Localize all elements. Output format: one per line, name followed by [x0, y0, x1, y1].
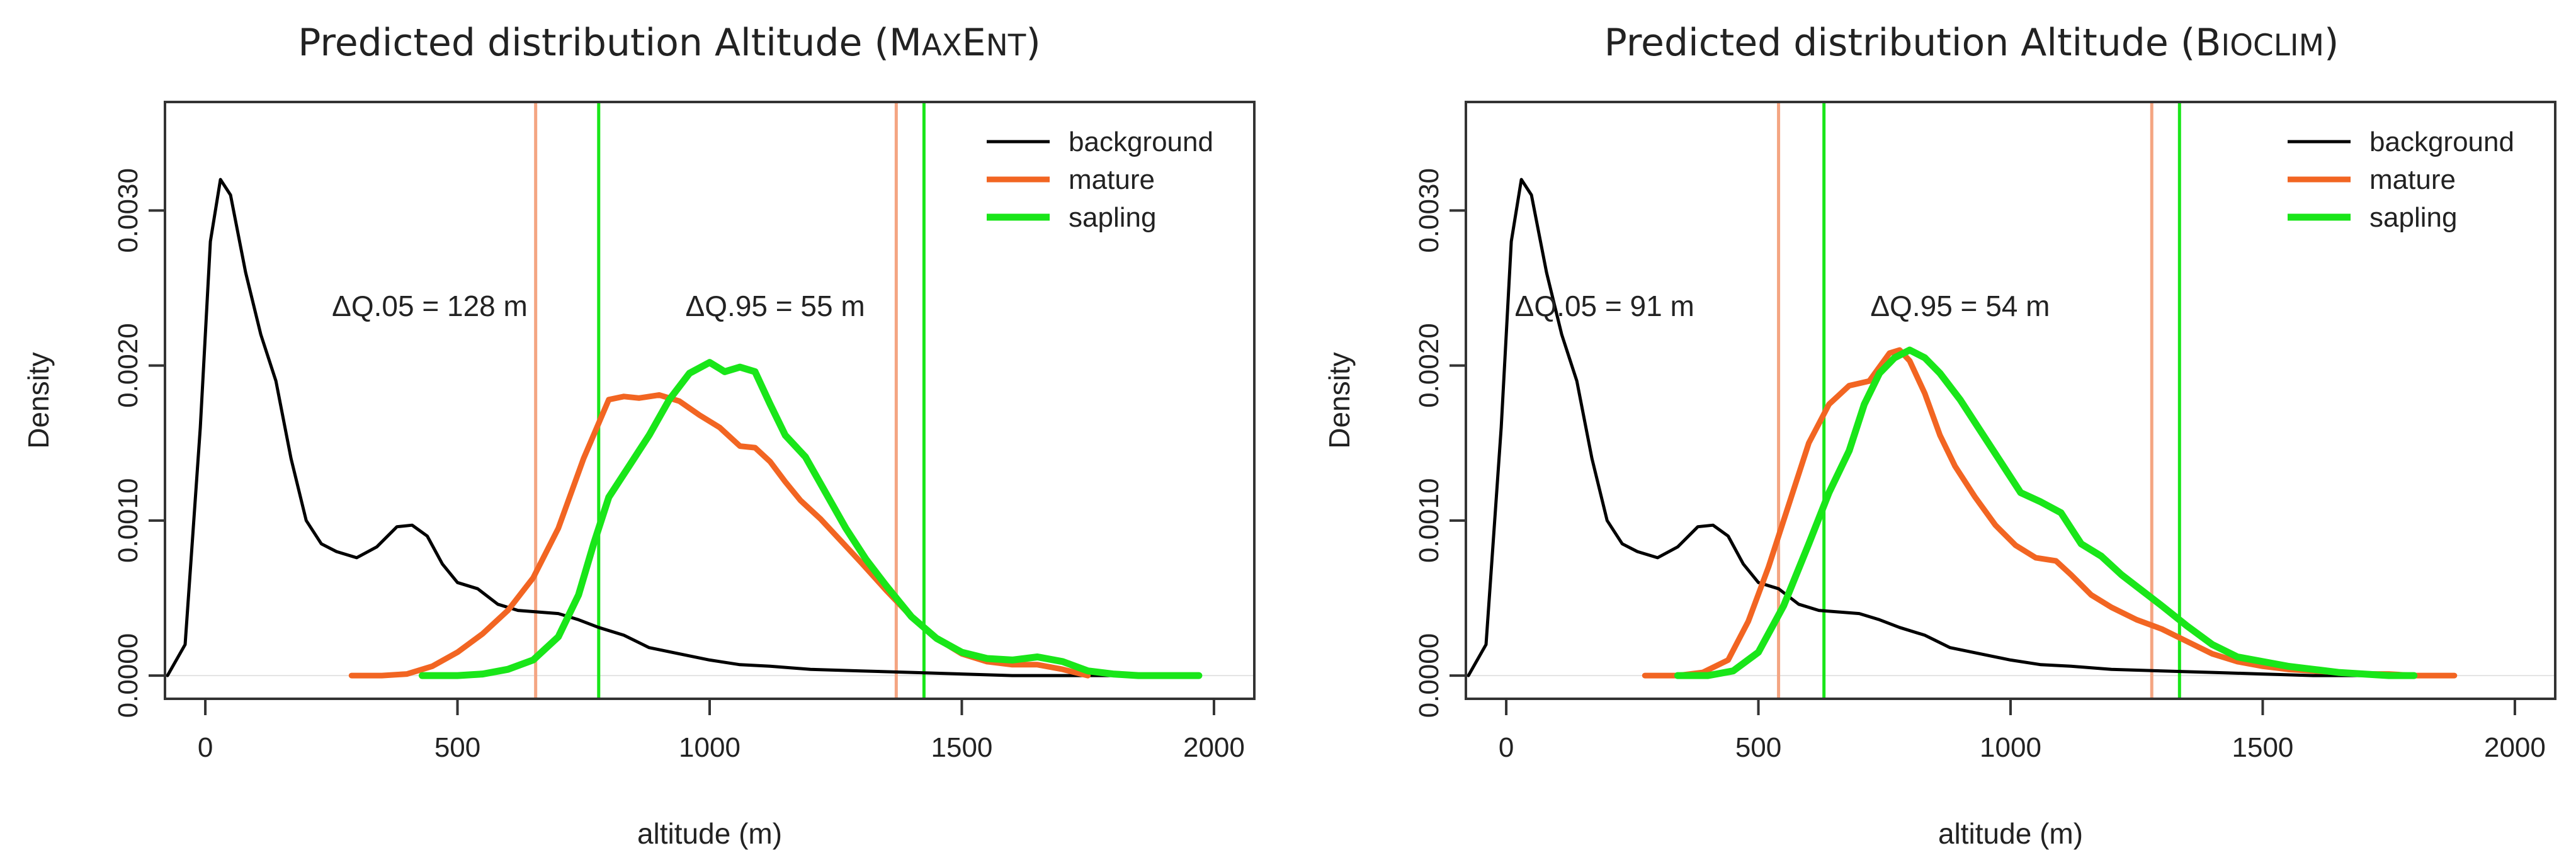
- x-axis-label: altitude (m): [637, 817, 782, 850]
- title-part-title-main: Predicted distribution Altitude (: [298, 21, 889, 65]
- x-tick-label: 1000: [1980, 732, 2041, 763]
- delta-quantile-annotation: ΔQ.95 = 55 m: [686, 290, 865, 322]
- y-tick-label: 0.0030: [113, 168, 144, 253]
- y-tick-label: 0.0000: [1414, 633, 1444, 718]
- legend-label-sapling: sapling: [1069, 202, 1156, 233]
- x-tick-label: 2000: [2484, 732, 2546, 763]
- chart-title: Predicted distribution Altitude (BIOCLIM…: [1604, 21, 2339, 65]
- series-line-sapling: [1674, 346, 2418, 679]
- title-part-title-model-cap2: E: [962, 21, 986, 65]
- x-axis-label: altitude (m): [1938, 817, 2083, 850]
- x-tick-label: 2000: [1183, 732, 1245, 763]
- x-tick-label: 1500: [931, 732, 993, 763]
- title-part-title-main: Predicted distribution Altitude (: [1604, 21, 2196, 65]
- delta-quantile-annotation: ΔQ.05 = 128 m: [332, 290, 528, 322]
- y-tick-label: 0.0020: [113, 323, 144, 408]
- series-line-background: [1467, 178, 2416, 677]
- delta-quantile-annotation: ΔQ.95 = 54 m: [1870, 290, 2050, 322]
- y-axis-label: Density: [1323, 352, 1356, 448]
- title-part-title-close: ): [1026, 21, 1040, 65]
- x-tick-label: 0: [198, 732, 213, 763]
- title-part-title-close: ): [2324, 21, 2339, 65]
- y-tick-label: 0.0010: [113, 478, 144, 563]
- y-axis-label: Density: [22, 352, 55, 448]
- legend-label-sapling: sapling: [2369, 202, 2457, 233]
- x-tick-label: 500: [1735, 732, 1781, 763]
- chart-title: Predicted distribution Altitude (MAXENT): [298, 21, 1040, 65]
- y-tick-label: 0.0000: [113, 633, 144, 718]
- legend-label-background: background: [1069, 127, 1213, 157]
- title-part-title-model-small1: AX: [922, 29, 962, 63]
- title-part-title-model-cap1: B: [2195, 21, 2221, 65]
- y-tick-label: 0.0020: [1414, 323, 1444, 408]
- x-tick-label: 0: [1499, 732, 1514, 763]
- maxent-chart-panel: Predicted distribution Altitude (MAXENT)…: [22, 21, 1256, 850]
- legend-label-background: background: [2369, 127, 2514, 157]
- title-part-title-model-small2: NT: [986, 29, 1026, 63]
- x-tick-label: 500: [434, 732, 480, 763]
- legend-label-mature: mature: [2369, 164, 2456, 195]
- series-line-sapling: [419, 359, 1203, 679]
- title-part-title-model-small1: IOCLIM: [2221, 29, 2324, 63]
- delta-quantile-annotation: ΔQ.05 = 91 m: [1515, 290, 1694, 322]
- y-tick-label: 0.0030: [1414, 168, 1444, 253]
- title-part-title-model-cap1: M: [889, 21, 922, 65]
- bioclim-chart-panel: Predicted distribution Altitude (BIOCLIM…: [1323, 21, 2556, 850]
- x-tick-label: 1000: [679, 732, 740, 763]
- series-line-background: [166, 178, 1201, 677]
- y-tick-label: 0.0010: [1414, 478, 1444, 563]
- x-tick-label: 1500: [2232, 732, 2294, 763]
- legend-label-mature: mature: [1069, 164, 1155, 195]
